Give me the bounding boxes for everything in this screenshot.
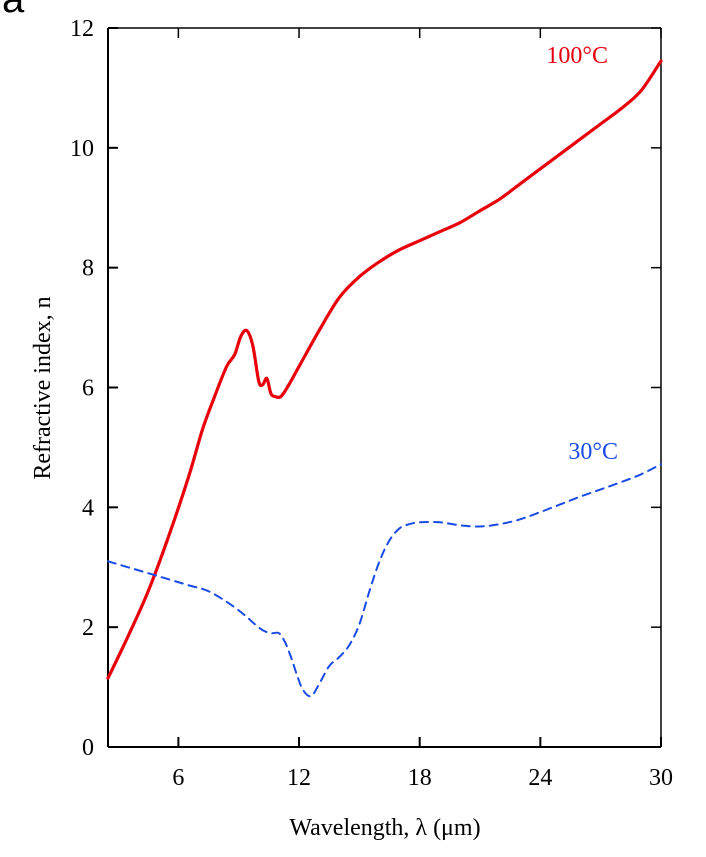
series-line-1 xyxy=(107,463,662,698)
series-label-30c: 30°C xyxy=(568,439,618,465)
y-tick-label: 8 xyxy=(82,256,94,282)
x-tick-label: 24 xyxy=(528,765,552,791)
y-tick-label: 10 xyxy=(70,136,94,162)
x-tick-label: 30 xyxy=(649,765,673,791)
panel-letter: a xyxy=(2,0,25,21)
x-tick-label: 12 xyxy=(287,765,311,791)
series-labels: 100°C 30°C xyxy=(546,43,618,465)
y-tick-label: 2 xyxy=(82,615,94,641)
y-tick-label: 0 xyxy=(82,735,94,761)
series-label-100c: 100°C xyxy=(546,43,608,69)
y-axis-title: Refractive index, n xyxy=(30,296,56,479)
y-tick-label: 4 xyxy=(82,495,94,521)
x-axis-title: Wavelength, λ (μm) xyxy=(289,815,480,841)
x-tick-label: 18 xyxy=(408,765,432,791)
x-tick-label: 6 xyxy=(172,765,184,791)
y-tick-label: 6 xyxy=(82,376,94,402)
y-tick-label: 12 xyxy=(70,16,94,42)
series-line-0 xyxy=(106,59,663,680)
series-layer xyxy=(106,59,663,698)
